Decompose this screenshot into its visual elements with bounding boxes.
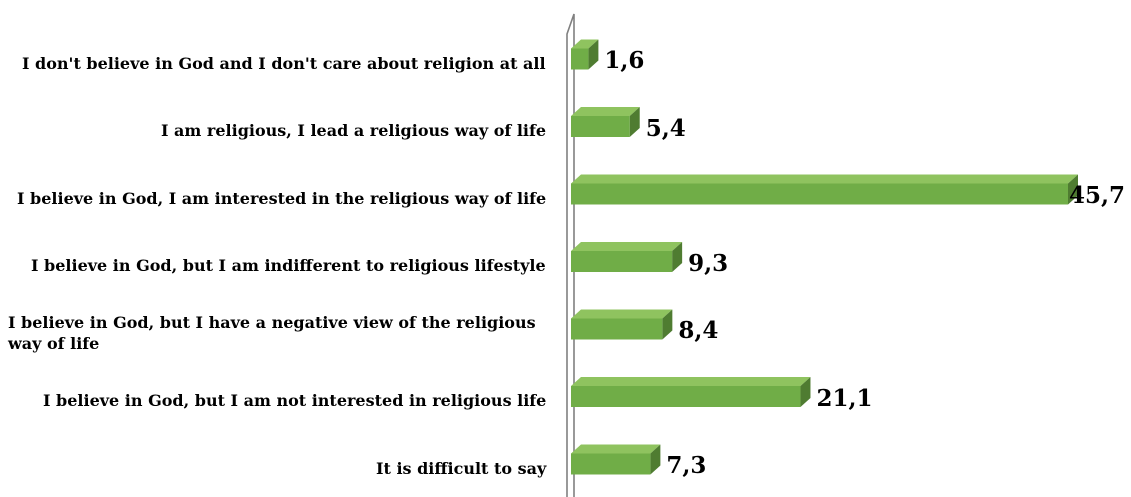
bar	[571, 116, 630, 137]
category-label: I believe in God, but I have a negative …	[8, 313, 536, 353]
bar-top	[571, 309, 673, 319]
bar-group	[571, 174, 1078, 205]
bar-side	[672, 242, 683, 272]
category-label: I don't believe in God and I don't care …	[22, 53, 546, 73]
bar-group	[571, 377, 811, 407]
bar-group	[571, 242, 683, 272]
bar	[571, 386, 801, 407]
data-label: 8,4	[678, 317, 719, 344]
bar-side	[588, 39, 599, 70]
data-label: 21,1	[816, 384, 873, 412]
data-label: 45,7	[1069, 182, 1126, 209]
data-label: 7,3	[666, 452, 707, 479]
bar-top	[571, 39, 599, 49]
data-label: 9,3	[688, 249, 729, 277]
bar-top	[571, 242, 683, 251]
bar	[571, 48, 589, 70]
bar-top	[571, 174, 1078, 184]
data-label: 5,4	[645, 114, 686, 142]
category-label: I believe in God, but I am indifferent t…	[31, 256, 546, 275]
bar-side	[650, 444, 661, 475]
bar-group	[571, 107, 640, 137]
bar-group	[571, 444, 661, 475]
bar-top	[571, 444, 661, 454]
bar	[571, 183, 1068, 205]
bar-side	[800, 377, 811, 407]
category-label: I believe in God, I am interested in the…	[17, 188, 547, 208]
bar-side	[629, 107, 640, 137]
bar-side	[1068, 174, 1078, 205]
bar	[571, 251, 673, 272]
category-label: I believe in God, but I am not intereste…	[43, 391, 547, 410]
category-label: I am religious, I lead a religious way o…	[161, 121, 547, 140]
data-label: 1,6	[604, 47, 645, 74]
bar	[571, 318, 663, 340]
bar-group	[571, 39, 599, 70]
bar	[571, 453, 651, 475]
bar-group	[571, 309, 673, 340]
bar-side	[662, 309, 673, 340]
bar-top	[571, 377, 811, 386]
category-label: It is difficult to say	[376, 458, 547, 478]
bar-top	[571, 107, 640, 116]
